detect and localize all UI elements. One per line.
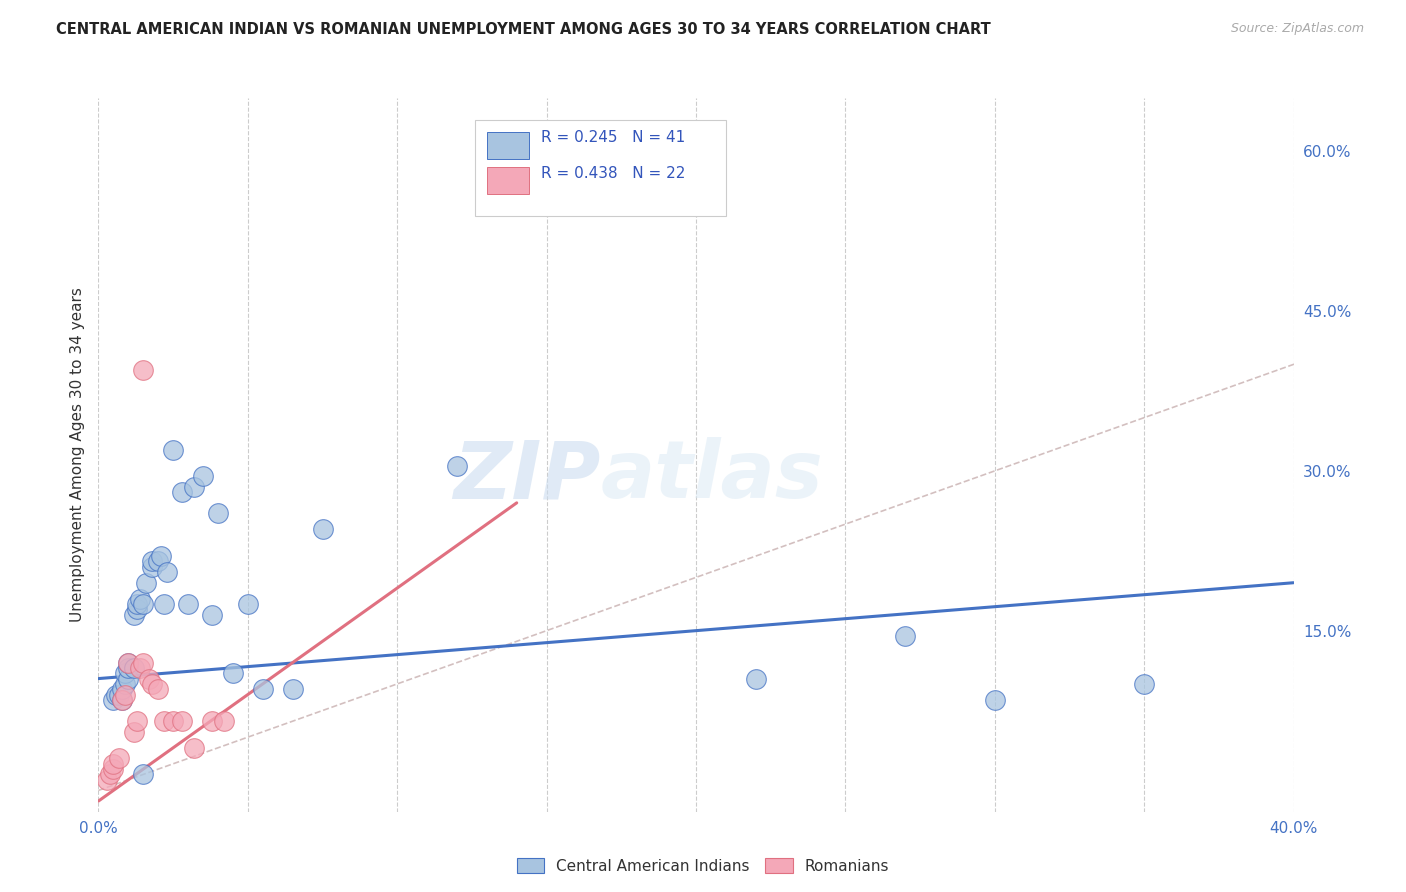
Point xyxy=(446,458,468,473)
Point xyxy=(141,559,163,574)
Text: R = 0.245   N = 41: R = 0.245 N = 41 xyxy=(540,130,685,145)
Point xyxy=(172,714,194,729)
Point xyxy=(117,656,139,670)
Point xyxy=(103,756,125,771)
Point xyxy=(311,523,333,537)
Point xyxy=(252,682,274,697)
Point xyxy=(132,362,155,376)
Point xyxy=(984,693,1007,707)
Point xyxy=(124,661,146,675)
Text: ZIP: ZIP xyxy=(453,437,600,516)
Point xyxy=(103,762,125,776)
Point xyxy=(141,677,163,691)
Point xyxy=(100,767,122,781)
Point xyxy=(124,724,146,739)
Point xyxy=(153,714,176,729)
Point xyxy=(183,740,205,755)
Point xyxy=(1133,677,1156,691)
Text: Source: ZipAtlas.com: Source: ZipAtlas.com xyxy=(1230,22,1364,36)
Point xyxy=(177,597,200,611)
Point xyxy=(105,688,128,702)
Point xyxy=(135,575,157,590)
Point xyxy=(124,607,146,622)
Point xyxy=(148,554,170,568)
Point xyxy=(150,549,173,563)
Point xyxy=(207,507,229,521)
Bar xyxy=(486,168,529,194)
Point xyxy=(103,693,125,707)
Bar xyxy=(475,120,725,216)
Point xyxy=(132,656,155,670)
Point xyxy=(183,480,205,494)
Text: atlas: atlas xyxy=(600,437,823,516)
Point xyxy=(222,666,245,681)
Point xyxy=(132,767,155,781)
Point xyxy=(96,772,118,787)
Point xyxy=(156,565,179,579)
Point xyxy=(162,442,184,457)
Point xyxy=(127,714,149,729)
Point xyxy=(236,597,259,611)
Point xyxy=(129,591,152,606)
Point xyxy=(191,469,214,483)
Point xyxy=(129,661,152,675)
Point xyxy=(108,751,131,765)
Point xyxy=(201,607,224,622)
Point xyxy=(117,661,139,675)
Point xyxy=(108,688,131,702)
Point xyxy=(153,597,176,611)
Point xyxy=(894,629,917,643)
Point xyxy=(111,693,134,707)
Text: R = 0.438   N = 22: R = 0.438 N = 22 xyxy=(540,166,685,180)
Legend: Central American Indians, Romanians: Central American Indians, Romanians xyxy=(510,852,896,880)
Point xyxy=(117,656,139,670)
Point xyxy=(117,672,139,686)
Point xyxy=(127,602,149,616)
Point xyxy=(132,597,155,611)
Bar xyxy=(486,132,529,159)
Text: CENTRAL AMERICAN INDIAN VS ROMANIAN UNEMPLOYMENT AMONG AGES 30 TO 34 YEARS CORRE: CENTRAL AMERICAN INDIAN VS ROMANIAN UNEM… xyxy=(56,22,991,37)
Point xyxy=(141,554,163,568)
Point xyxy=(281,682,304,697)
Point xyxy=(138,672,160,686)
Point xyxy=(114,677,136,691)
Point xyxy=(114,666,136,681)
Y-axis label: Unemployment Among Ages 30 to 34 years: Unemployment Among Ages 30 to 34 years xyxy=(69,287,84,623)
Point xyxy=(201,714,224,729)
Point xyxy=(148,682,170,697)
Point xyxy=(111,693,134,707)
Point xyxy=(172,485,194,500)
Point xyxy=(212,714,235,729)
Point xyxy=(745,672,768,686)
Point xyxy=(114,688,136,702)
Point xyxy=(111,682,134,697)
Point xyxy=(127,597,149,611)
Point xyxy=(162,714,184,729)
